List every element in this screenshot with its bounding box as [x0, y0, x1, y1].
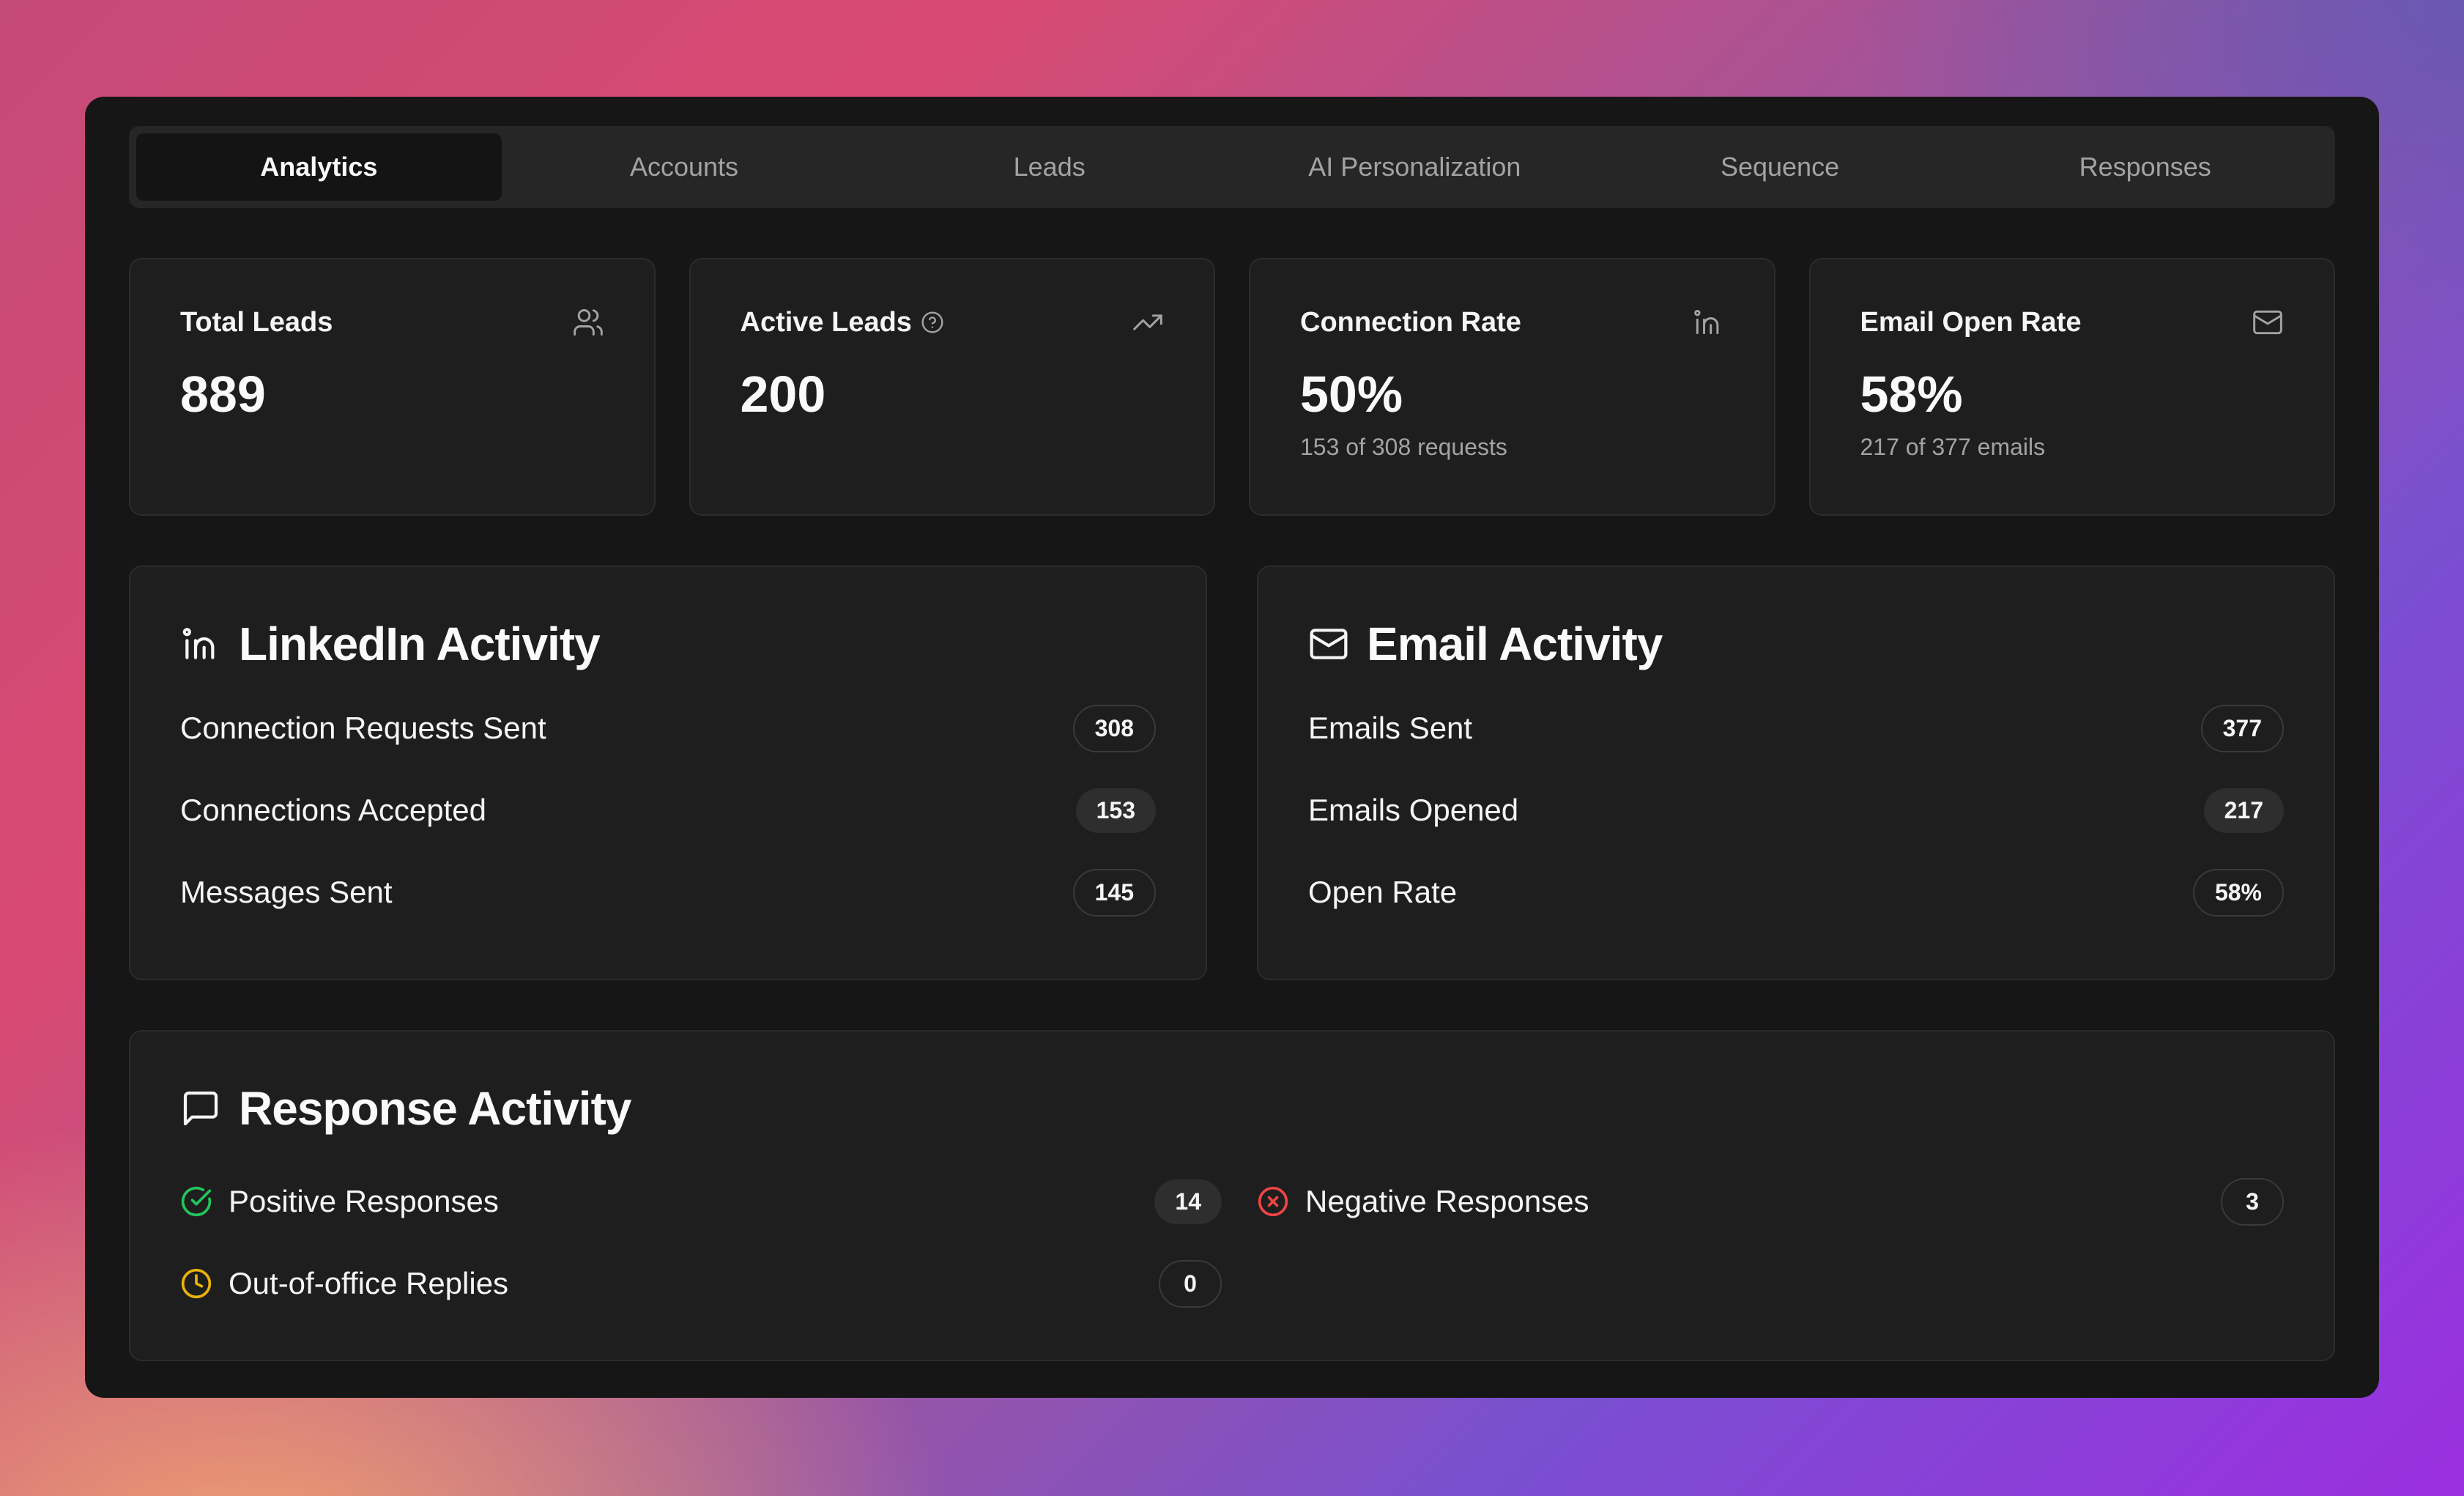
metric-label: Open Rate: [1308, 875, 1458, 909]
trending-up-icon: [1133, 314, 1162, 330]
response-activity-panel: Response Activity Positive Responses 14 …: [129, 1030, 2335, 1361]
tab-sequence[interactable]: Sequence: [1720, 152, 1840, 182]
response-row-negative: Negative Responses 3: [1257, 1177, 2284, 1226]
stat-subtext: 217 of 377 emails: [1860, 434, 2046, 460]
stat-value: 58%: [1860, 366, 1963, 423]
metric-badge: 217: [2203, 788, 2284, 833]
metric-badge: 308: [1072, 704, 1156, 752]
mail-icon: [2253, 310, 2282, 335]
linkedin-activity-panel: LinkedIn Activity Connection Requests Se…: [129, 566, 1207, 980]
tab-responses[interactable]: Responses: [2079, 152, 2211, 182]
x-circle-icon: [1258, 1186, 1288, 1217]
metric-label: Messages Sent: [180, 875, 393, 909]
dashboard-window: Analytics Accounts Leads AI Personalizat…: [85, 97, 2379, 1398]
metric-label: Emails Sent: [1308, 711, 1473, 745]
response-label: Negative Responses: [1305, 1184, 1589, 1218]
metric-badge: 377: [2200, 704, 2284, 752]
metric-badge: 145: [1072, 868, 1156, 917]
stat-card-email-open-rate: Email Open Rate 58% 217 of 377 emails: [1808, 258, 2335, 516]
tab-leads[interactable]: Leads: [1013, 152, 1086, 182]
metric-badge: 153: [1075, 788, 1156, 833]
stats-row: Total Leads 889 Active Leads 200: [129, 258, 2335, 516]
response-badge: 3: [2221, 1177, 2284, 1226]
metric-row: Emails Opened 217: [1308, 785, 2284, 835]
response-row-positive: Positive Responses 14: [180, 1177, 1222, 1226]
panel-title: Email Activity: [1367, 618, 1663, 670]
response-label: Positive Responses: [229, 1184, 499, 1218]
metric-row: Messages Sent 145: [180, 867, 1156, 917]
metric-row: Emails Sent 377: [1308, 703, 2284, 753]
stat-label: Active Leads: [740, 306, 912, 338]
response-badge: 14: [1154, 1179, 1222, 1224]
stat-value: 889: [180, 366, 266, 423]
stat-card-active-leads: Active Leads 200: [689, 258, 1215, 516]
stat-value: 200: [740, 366, 826, 423]
stat-card-total-leads: Total Leads 889: [129, 258, 656, 516]
response-row-ooo: Out-of-office Replies 0: [180, 1259, 1222, 1308]
check-circle-icon: [181, 1186, 212, 1217]
stat-label: Connection Rate: [1300, 306, 1521, 338]
panel-title: Response Activity: [239, 1082, 631, 1135]
metric-label: Emails Opened: [1308, 793, 1519, 827]
mail-icon: [1310, 629, 1348, 659]
tab-analytics[interactable]: Analytics: [136, 133, 502, 201]
stat-subtext: 153 of 308 requests: [1300, 434, 1507, 460]
tab-bar: Analytics Accounts Leads AI Personalizat…: [129, 126, 2335, 208]
tab-ai-personalization[interactable]: AI Personalization: [1308, 152, 1521, 182]
help-circle-icon[interactable]: [921, 311, 944, 334]
panel-title: LinkedIn Activity: [239, 618, 601, 670]
stat-value: 50%: [1300, 366, 1403, 423]
clock-icon: [181, 1268, 212, 1299]
response-badge: 0: [1159, 1259, 1222, 1308]
stat-label-wrap: Active Leads: [741, 307, 944, 338]
response-label: Out-of-office Replies: [229, 1266, 509, 1300]
linkedin-icon: [182, 628, 215, 659]
activity-row: LinkedIn Activity Connection Requests Se…: [129, 566, 2335, 980]
email-activity-panel: Email Activity Emails Sent 377 Emails Op…: [1257, 566, 2335, 980]
users-icon: [573, 309, 603, 336]
metric-row: Open Rate 58%: [1308, 867, 2284, 917]
metric-label: Connection Requests Sent: [180, 711, 546, 745]
stat-card-connection-rate: Connection Rate 50% 153 of 308 requests: [1249, 258, 1775, 516]
message-square-icon: [183, 1091, 218, 1126]
metric-label: Connections Accepted: [180, 793, 486, 827]
stat-label: Total Leads: [180, 306, 333, 338]
stat-label: Email Open Rate: [1860, 306, 2082, 338]
metric-row: Connection Requests Sent 308: [180, 703, 1156, 753]
tab-accounts[interactable]: Accounts: [629, 152, 739, 182]
metric-badge: 58%: [2192, 868, 2284, 917]
linkedin-icon: [1693, 309, 1718, 335]
metric-row: Connections Accepted 153: [180, 785, 1156, 835]
